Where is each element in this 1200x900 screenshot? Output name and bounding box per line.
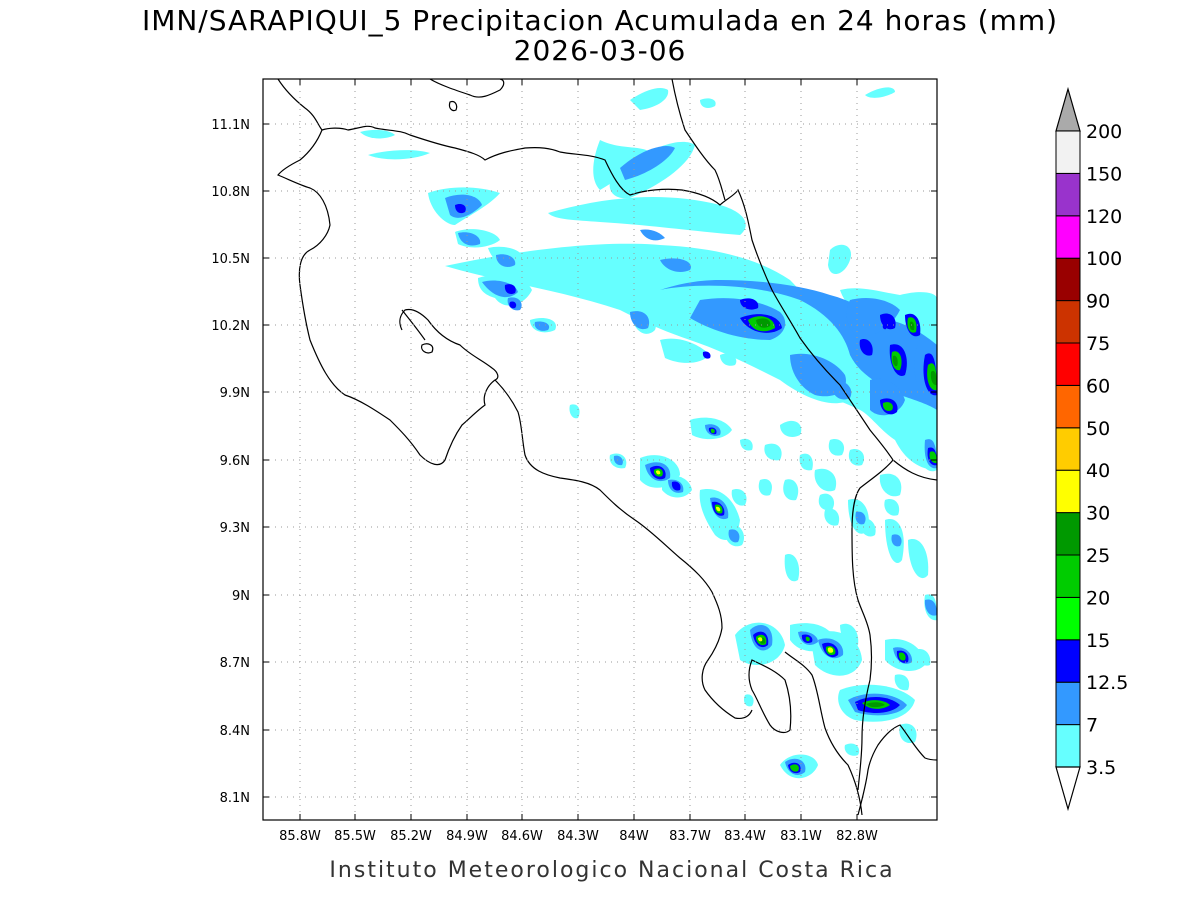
legend-label: 7 bbox=[1086, 715, 1098, 737]
lon-tick-label: 84.9W bbox=[446, 829, 488, 844]
lon-axis: 85.8W 85.5W 85.2W 84.9W 84.6W 84.3W 84W … bbox=[279, 829, 878, 844]
coastline-borders bbox=[277, 79, 937, 816]
map-title: IMN/SARAPIQUI_5 Precipitacion Acumulada … bbox=[142, 4, 1058, 37]
legend-label: 200 bbox=[1086, 121, 1122, 143]
lon-tick-label: 84W bbox=[619, 829, 649, 844]
lon-tick-label: 84.3W bbox=[557, 829, 599, 844]
lat-tick-label: 10.8N bbox=[211, 185, 250, 200]
map-date: 2026-03-06 bbox=[514, 34, 687, 67]
precipitation-field bbox=[360, 87, 937, 779]
plot-frame bbox=[262, 78, 938, 821]
legend-swatch bbox=[1055, 596, 1081, 641]
legend-arrow-top bbox=[1055, 86, 1081, 132]
lat-tick-label: 8.7N bbox=[220, 656, 250, 671]
lat-tick-label: 9.3N bbox=[220, 521, 250, 536]
lat-tick-label: 9.6N bbox=[220, 454, 250, 469]
lat-tick-label: 10.2N bbox=[211, 319, 250, 334]
legend-swatch bbox=[1055, 724, 1081, 768]
color-legend: 3.5 7 12.5 15 20 25 30 40 50 60 75 90 100 120 150 200 bbox=[1055, 86, 1128, 812]
lon-tick-label: 82.8W bbox=[836, 829, 878, 844]
legend-label: 75 bbox=[1086, 333, 1110, 355]
legend-label: 12.5 bbox=[1086, 672, 1128, 694]
legend-label: 3.5 bbox=[1086, 757, 1116, 779]
precip-band-3-5 bbox=[360, 87, 937, 779]
legend-label: 30 bbox=[1086, 503, 1110, 525]
legend-label: 120 bbox=[1086, 206, 1122, 228]
lon-tick-label: 83.4W bbox=[724, 829, 766, 844]
lat-tick-label: 11.1N bbox=[211, 118, 250, 133]
lat-tick-label: 8.4N bbox=[220, 724, 250, 739]
legend-label: 50 bbox=[1086, 418, 1110, 440]
lat-tick-label: 8.1N bbox=[220, 791, 250, 806]
lat-tick-label: 10.5N bbox=[211, 252, 250, 267]
legend-swatch bbox=[1055, 681, 1081, 726]
legend-swatch bbox=[1055, 130, 1081, 174]
legend-arrow-bottom bbox=[1055, 766, 1081, 812]
lon-tick-label: 83.1W bbox=[780, 829, 822, 844]
legend-label: 100 bbox=[1086, 248, 1122, 270]
legend-label: 150 bbox=[1086, 163, 1122, 185]
legend-label: 90 bbox=[1086, 291, 1110, 313]
legend-swatch bbox=[1055, 384, 1081, 429]
legend-swatch bbox=[1055, 469, 1081, 514]
lon-tick-label: 85.5W bbox=[334, 829, 376, 844]
lat-axis: 11.1N 10.8N 10.5N 10.2N 9.9N 9.6N 9.3N 9… bbox=[211, 118, 250, 806]
legend-swatch bbox=[1055, 512, 1081, 556]
legend-swatch bbox=[1055, 342, 1081, 386]
legend-swatch bbox=[1055, 554, 1081, 598]
lat-tick-label: 9N bbox=[232, 589, 250, 604]
legend-swatch bbox=[1055, 215, 1081, 259]
legend-label: 25 bbox=[1086, 545, 1110, 567]
lon-tick-label: 85.8W bbox=[279, 829, 321, 844]
precip-band-25 bbox=[756, 318, 937, 708]
legend-swatch bbox=[1055, 257, 1081, 302]
legend-label: 60 bbox=[1086, 375, 1110, 397]
legend-swatch bbox=[1055, 639, 1081, 683]
legend-swatch bbox=[1055, 427, 1081, 471]
legend-label: 15 bbox=[1086, 630, 1110, 652]
map-grid bbox=[263, 79, 937, 820]
lon-tick-label: 83.7W bbox=[669, 829, 711, 844]
lon-tick-label: 85.2W bbox=[390, 829, 432, 844]
legend-swatch bbox=[1055, 172, 1081, 217]
legend-label: 40 bbox=[1086, 460, 1110, 482]
legend-label: 20 bbox=[1086, 587, 1110, 609]
precip-band-30 bbox=[656, 470, 834, 653]
axis-ticks bbox=[263, 79, 937, 820]
lat-tick-label: 9.9N bbox=[220, 386, 250, 401]
legend-swatch bbox=[1055, 300, 1081, 344]
footer-credit: Instituto Meteorologico Nacional Costa R… bbox=[329, 858, 894, 883]
lon-tick-label: 84.6W bbox=[501, 829, 543, 844]
